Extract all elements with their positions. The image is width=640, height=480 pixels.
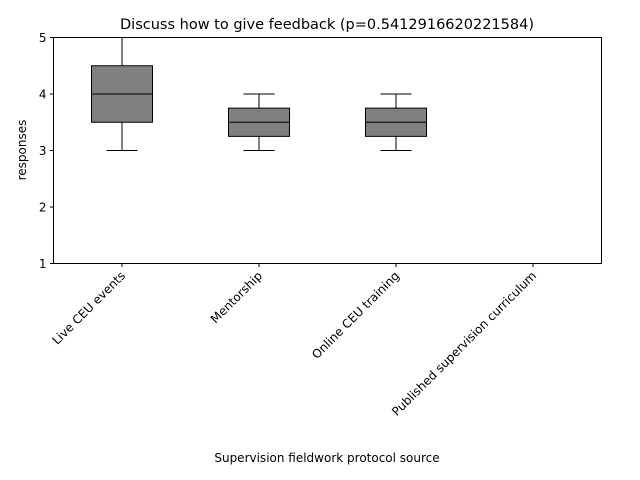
y-tick-label: 1 — [39, 257, 47, 271]
y-tick-label: 5 — [39, 31, 47, 45]
x-axis: Live CEU events Mentorship Online CEU trai… — [49, 263, 539, 419]
y-axis: 1 2 3 4 5 — [39, 31, 54, 271]
plot-area — [91, 37, 564, 151]
x-axis-label: Supervision fieldwork protocol source — [214, 451, 439, 465]
y-tick-label: 2 — [39, 201, 47, 215]
y-tick-label: 4 — [39, 88, 47, 102]
x-tick-label: Mentorship — [208, 269, 265, 326]
chart-title: Discuss how to give feedback (p=0.541291… — [120, 17, 534, 33]
x-tick-label: Live CEU events — [49, 269, 128, 348]
x-tick-label: Online CEU training — [309, 269, 402, 362]
x-tick-label: Published supervision curriculum — [389, 269, 539, 419]
y-axis-label: responses — [15, 120, 29, 181]
y-tick-label: 3 — [39, 144, 47, 158]
